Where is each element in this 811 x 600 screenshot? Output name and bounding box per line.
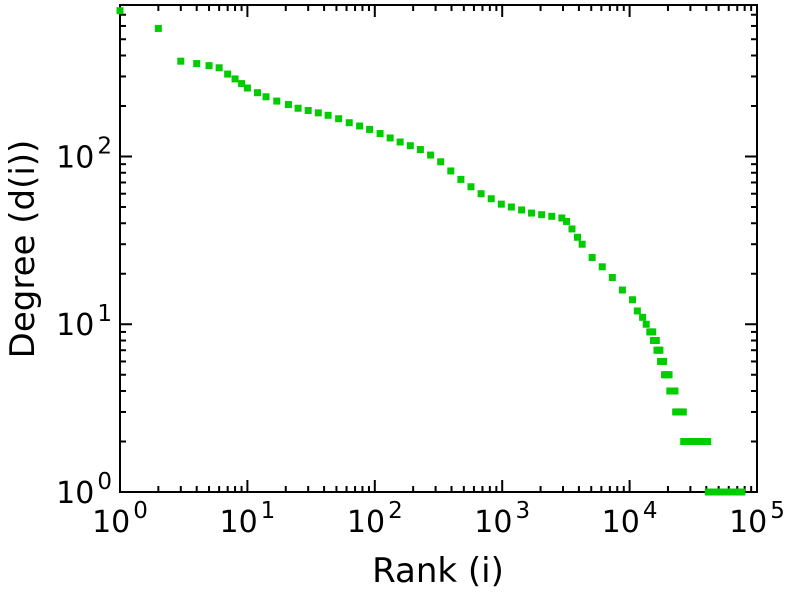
data-point xyxy=(679,408,687,416)
data-point xyxy=(376,130,384,138)
data-point xyxy=(406,142,414,150)
data-point xyxy=(437,158,445,166)
data-point xyxy=(238,80,246,88)
data-point xyxy=(345,119,353,127)
data-point xyxy=(262,93,270,101)
data-point xyxy=(116,7,124,15)
data-point xyxy=(598,263,606,271)
data-point xyxy=(588,253,596,261)
data-point xyxy=(304,107,312,115)
data-point xyxy=(639,313,647,321)
data-point xyxy=(314,109,322,117)
data-point xyxy=(618,286,626,294)
data-point xyxy=(738,488,746,496)
data-point xyxy=(574,233,582,241)
data-point xyxy=(447,167,455,175)
x-tick-label: 10 1 xyxy=(219,498,275,540)
data-point xyxy=(671,387,679,395)
data-point xyxy=(704,438,712,446)
data-point xyxy=(507,203,515,211)
data-point xyxy=(665,371,673,379)
data-point xyxy=(205,62,213,70)
y-tick-label: 10 0 xyxy=(56,469,112,511)
data-point xyxy=(284,101,292,109)
data-point xyxy=(538,211,546,219)
data-point xyxy=(660,357,668,365)
data-point xyxy=(497,200,505,208)
x-tick-label: 10 5 xyxy=(729,498,785,540)
y-tick-label: 10 1 xyxy=(56,301,112,343)
data-point xyxy=(273,97,281,105)
x-tick-label: 10 2 xyxy=(347,498,403,540)
data-point xyxy=(427,151,435,159)
data-point xyxy=(649,328,657,336)
data-point xyxy=(467,183,475,191)
data-point xyxy=(652,337,660,345)
data-point xyxy=(633,307,641,315)
data-point xyxy=(356,122,364,130)
data-point xyxy=(548,212,556,220)
data-point xyxy=(457,175,465,183)
data-point xyxy=(568,225,576,233)
data-point xyxy=(386,134,394,142)
data-point xyxy=(518,206,526,214)
data-point xyxy=(215,64,223,72)
tick-labels: 10 0 10 1 10 2 10 3 10 4 10 5 10 0 10 1 10 2 xyxy=(56,133,785,540)
data-point xyxy=(558,214,566,222)
data-point xyxy=(396,138,404,146)
data-point xyxy=(177,57,185,65)
y-tick-label: 10 2 xyxy=(56,133,112,175)
data-point xyxy=(528,209,536,217)
data-point xyxy=(477,190,485,198)
plot-frame xyxy=(119,4,758,493)
axis-ticks xyxy=(119,5,758,493)
data-point xyxy=(656,346,664,354)
x-tick-label: 10 3 xyxy=(474,498,530,540)
data-point xyxy=(366,125,374,133)
y-axis-label: Degree (d(i)) xyxy=(3,140,43,359)
data-point xyxy=(294,104,302,112)
data-point xyxy=(154,24,162,32)
data-point xyxy=(243,84,251,92)
x-tick-label: 10 4 xyxy=(602,498,658,540)
data-point xyxy=(487,195,495,203)
x-axis-label: Rank (i) xyxy=(372,551,504,591)
data-point xyxy=(253,89,261,97)
data-point xyxy=(416,146,424,154)
data-point xyxy=(608,273,616,281)
scatter-series xyxy=(116,7,746,496)
data-point xyxy=(224,70,232,78)
data-point xyxy=(335,115,343,123)
data-point xyxy=(324,111,332,119)
data-point xyxy=(578,240,586,248)
data-point xyxy=(193,60,201,68)
data-point xyxy=(231,75,239,83)
data-point xyxy=(642,320,650,328)
data-point xyxy=(629,296,637,304)
data-point xyxy=(563,217,571,225)
x-tick-label: 10 0 xyxy=(92,498,148,540)
